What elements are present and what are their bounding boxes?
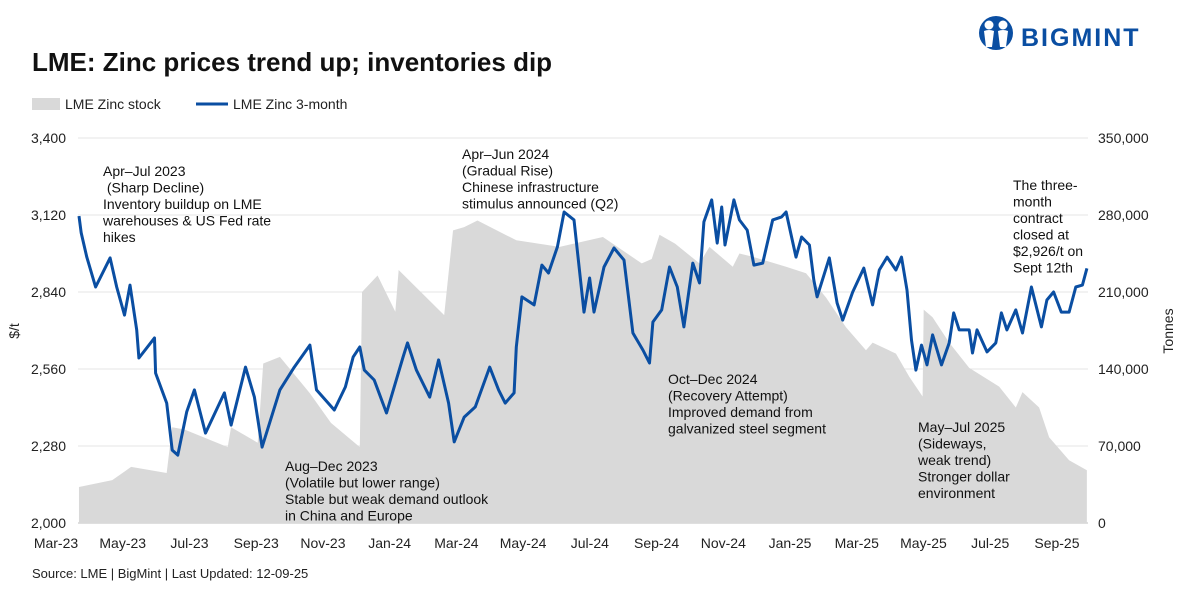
y-tick-label: 3,400 xyxy=(31,130,66,146)
x-tick-label: May-23 xyxy=(99,535,146,551)
annotation-line: galvanized steel segment xyxy=(668,421,826,437)
x-tick-label: Jul-24 xyxy=(571,535,609,551)
annotation-line: hikes xyxy=(103,229,136,245)
annotation-line: weak trend) xyxy=(917,452,991,468)
annotation: Apr–Jul 2023 (Sharp Decline)Inventory bu… xyxy=(102,163,271,245)
annotation-line: (Sideways, xyxy=(918,436,986,452)
annotation-line: month xyxy=(1013,194,1052,210)
chart-title: LME: Zinc prices trend up; inventories d… xyxy=(32,47,552,77)
annotation-line: May–Jul 2025 xyxy=(918,419,1005,435)
annotation-line: Oct–Dec 2024 xyxy=(668,371,758,387)
annotation-line: warehouses & US Fed rate xyxy=(102,213,271,229)
annotation-line: contract xyxy=(1013,210,1063,226)
annotation-line: (Gradual Rise) xyxy=(462,163,553,179)
left-axis-ticks: 2,000 2,280 2,560 2,840 3,120 3,400 xyxy=(31,130,66,531)
annotation-line: Aug–Dec 2023 xyxy=(285,458,378,474)
right-axis-ticks: 0 70,000 140,000 210,000 280,000 350,000 xyxy=(1098,130,1149,531)
annotation-line: stimulus announced (Q2) xyxy=(462,196,618,212)
y-tick-label: 2,280 xyxy=(31,438,66,454)
annotation-line: Inventory buildup on LME xyxy=(103,196,262,212)
y2-tick-label: 280,000 xyxy=(1098,207,1149,223)
annotation-line: $2,926/t on xyxy=(1013,243,1083,259)
y-tick-label: 3,120 xyxy=(31,207,66,223)
annotation-line: Sept 12th xyxy=(1013,260,1073,276)
annotation-line: Chinese infrastructure xyxy=(462,179,599,195)
y-axis-label: $/t xyxy=(6,323,22,339)
x-tick-label: Jan-24 xyxy=(368,535,411,551)
x-tick-label: Nov-24 xyxy=(701,535,746,551)
y-tick-label: 2,000 xyxy=(31,515,66,531)
legend-label-stock: LME Zinc stock xyxy=(65,96,162,112)
y2-tick-label: 0 xyxy=(1098,515,1106,531)
annotation-line: Improved demand from xyxy=(668,404,813,420)
x-tick-label: Nov-23 xyxy=(300,535,345,551)
annotation-line: in China and Europe xyxy=(285,508,413,524)
x-axis-ticks: Mar-23 May-23 Jul-23 Sep-23 Nov-23 Jan-24 Mar-… xyxy=(34,535,1080,551)
annotation-line: Stronger dollar xyxy=(918,469,1010,485)
y-tick-label: 2,560 xyxy=(31,361,66,377)
annotation-line: The three- xyxy=(1013,177,1078,193)
annotation-line: (Volatile but lower range) xyxy=(285,475,440,491)
annotation-line: (Recovery Attempt) xyxy=(668,388,788,404)
annotation-line: closed at xyxy=(1013,227,1069,243)
annotation-line: environment xyxy=(918,485,995,501)
y2-tick-label: 140,000 xyxy=(1098,361,1149,377)
bigmint-logo-icon xyxy=(979,16,1013,50)
source-note: Source: LME | BigMint | Last Updated: 12… xyxy=(32,566,308,581)
annotation-line: (Sharp Decline) xyxy=(103,180,204,196)
x-tick-label: Sep-23 xyxy=(234,535,279,551)
x-tick-label: Sep-24 xyxy=(634,535,679,551)
annotation-line: Apr–Jul 2023 xyxy=(103,163,186,179)
y2-tick-label: 70,000 xyxy=(1098,438,1141,454)
brand-logo: BIGMINT xyxy=(979,16,1141,52)
y2-axis-label: Tonnes xyxy=(1160,308,1176,353)
x-tick-label: Jul-23 xyxy=(170,535,208,551)
x-tick-label: Mar-23 xyxy=(34,535,79,551)
x-tick-label: Sep-25 xyxy=(1034,535,1079,551)
x-tick-label: Jan-25 xyxy=(769,535,812,551)
legend-label-price: LME Zinc 3-month xyxy=(233,96,347,112)
annotation-line: Stable but weak demand outlook xyxy=(285,491,489,507)
x-tick-label: May-24 xyxy=(500,535,547,551)
x-tick-label: Jul-25 xyxy=(971,535,1009,551)
annotation-line: Apr–Jun 2024 xyxy=(462,146,549,162)
x-tick-label: Mar-25 xyxy=(835,535,880,551)
y-tick-label: 2,840 xyxy=(31,284,66,300)
annotation: Apr–Jun 2024(Gradual Rise)Chinese infras… xyxy=(462,146,618,212)
brand-name: BIGMINT xyxy=(1021,24,1141,52)
x-tick-label: Mar-24 xyxy=(434,535,479,551)
legend: LME Zinc stock LME Zinc 3-month xyxy=(32,96,347,112)
y2-tick-label: 350,000 xyxy=(1098,130,1149,146)
legend-swatch-stock xyxy=(32,98,60,110)
y2-tick-label: 210,000 xyxy=(1098,284,1149,300)
x-tick-label: May-25 xyxy=(900,535,947,551)
